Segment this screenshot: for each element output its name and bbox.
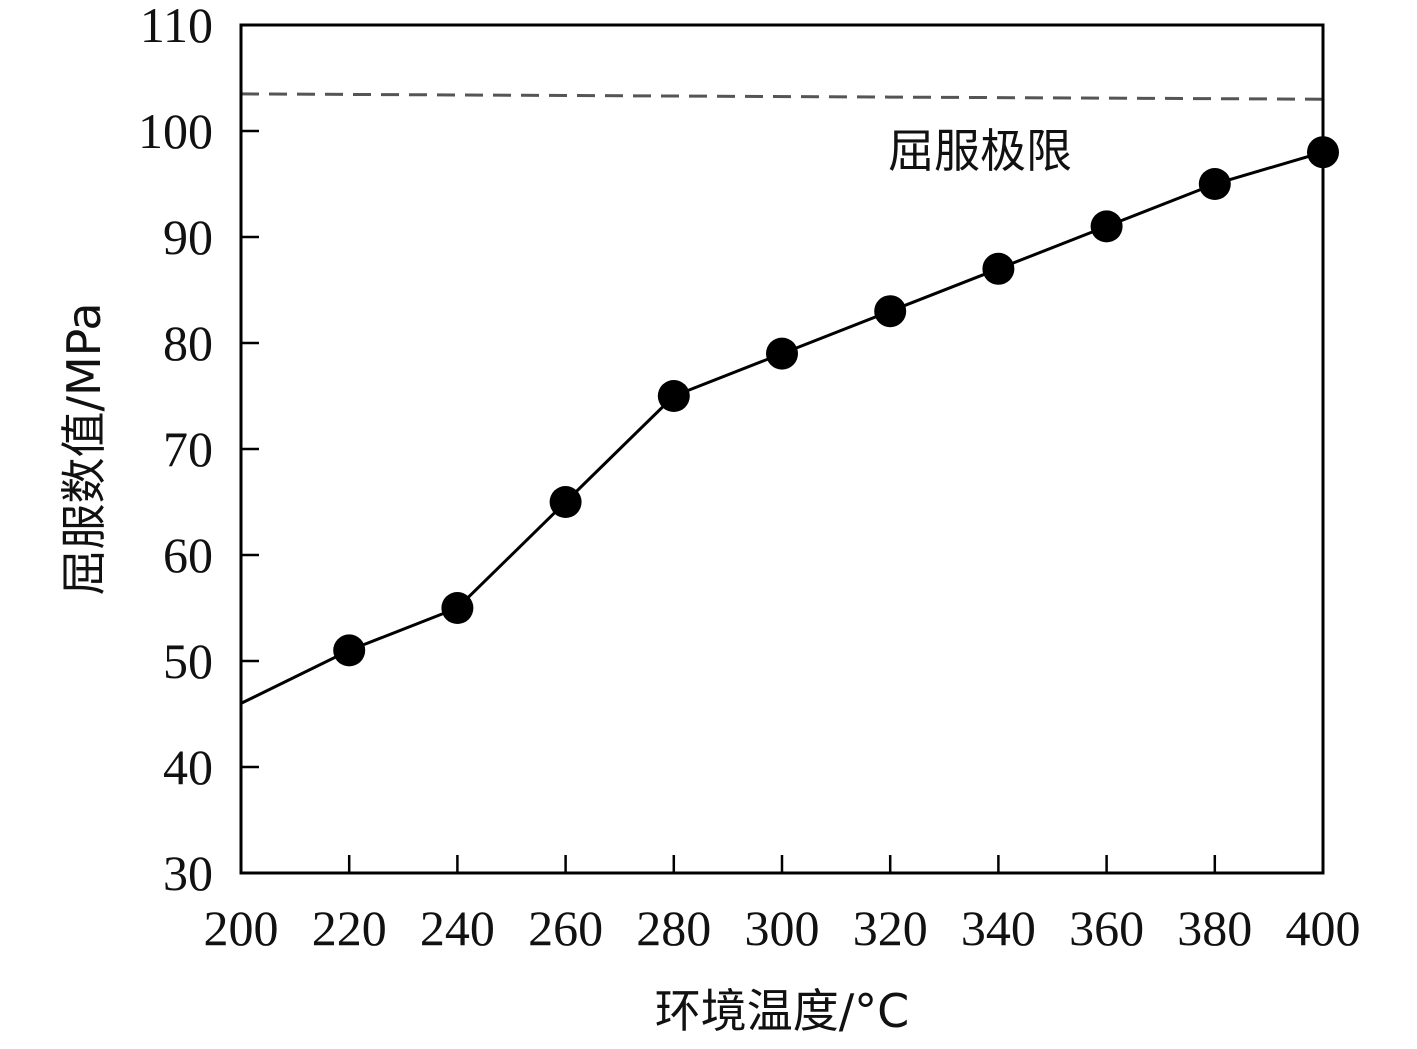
x-axis-title: 环境温度/°C (655, 984, 910, 1038)
x-tick-label: 400 (1286, 900, 1361, 956)
y-tick-label: 100 (138, 103, 213, 159)
y-tick-label: 50 (163, 633, 213, 689)
x-tick-label: 340 (961, 900, 1036, 956)
y-tick-label: 90 (163, 209, 213, 265)
x-tick-label: 200 (204, 900, 279, 956)
x-tick-label: 300 (745, 900, 820, 956)
data-point (766, 337, 798, 370)
data-point (1090, 210, 1123, 243)
x-tick-label: 280 (636, 900, 711, 956)
x-tick-label: 380 (1177, 900, 1252, 956)
y-tick-label: 70 (163, 421, 213, 477)
x-tick-label: 320 (853, 900, 928, 956)
reference-line (240, 92, 1324, 101)
series-line (240, 150, 1324, 705)
x-tick-label: 260 (528, 900, 603, 956)
data-point (549, 486, 582, 518)
y-tick-label: 80 (163, 315, 213, 371)
data-point (982, 252, 1015, 285)
x-tick-label: 360 (1069, 900, 1144, 956)
data-point (441, 592, 474, 624)
data-point (333, 634, 366, 667)
y-tick-label: 40 (163, 739, 213, 795)
series-layer (240, 136, 1339, 705)
y-axis-title: 屈服数值/MPa (57, 302, 111, 595)
data-point (1198, 168, 1231, 200)
plot-frame (239, 23, 1325, 875)
y-tick-label: 60 (163, 527, 213, 583)
reference-layer (240, 92, 1324, 101)
data-point (657, 380, 690, 412)
x-tick-label: 240 (420, 900, 495, 956)
data-point (874, 295, 907, 328)
y-tick-label: 30 (163, 845, 213, 901)
x-tick-label: 220 (312, 900, 387, 956)
reference-line-label: 屈服极限 (888, 124, 1072, 178)
ticks-layer: 200 220 240 260 280 300 320 340 360 380 400 30 40 50 6… (138, 0, 1361, 956)
y-tick-label: 110 (140, 0, 213, 53)
